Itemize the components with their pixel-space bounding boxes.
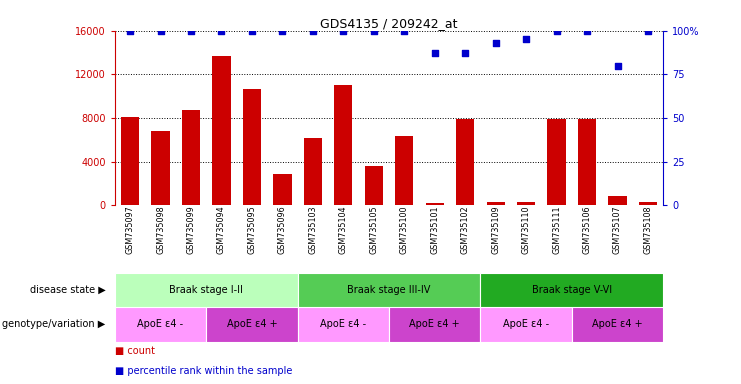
Bar	[151, 131, 170, 205]
Text: GSM735099: GSM735099	[187, 205, 196, 254]
Text: genotype/variation ▶: genotype/variation ▶	[2, 319, 106, 329]
Text: ■ count: ■ count	[115, 346, 155, 356]
Point	[642, 28, 654, 34]
Bar	[572, 307, 663, 342]
Text: GSM735097: GSM735097	[125, 205, 135, 254]
Text: GSM735095: GSM735095	[247, 205, 256, 254]
Text: GSM735106: GSM735106	[582, 205, 591, 254]
Bar	[334, 85, 353, 205]
Text: GSM735100: GSM735100	[399, 205, 409, 254]
Bar	[517, 202, 535, 205]
Point	[276, 28, 288, 34]
Text: Braak stage I-II: Braak stage I-II	[169, 285, 243, 295]
Text: Braak stage V-VI: Braak stage V-VI	[532, 285, 612, 295]
Bar	[487, 202, 505, 205]
Text: GSM735102: GSM735102	[461, 205, 470, 254]
Text: ApoE ε4 +: ApoE ε4 +	[592, 319, 642, 329]
Bar	[182, 111, 200, 205]
Bar	[365, 166, 383, 205]
Point	[124, 28, 136, 34]
Point	[490, 40, 502, 46]
Text: GSM735094: GSM735094	[217, 205, 226, 254]
Bar	[206, 307, 298, 342]
Bar	[243, 89, 261, 205]
Text: ApoE ε4 -: ApoE ε4 -	[320, 319, 366, 329]
Bar	[115, 307, 206, 342]
Bar	[639, 202, 657, 205]
Text: GSM735105: GSM735105	[369, 205, 379, 254]
Text: GSM735107: GSM735107	[613, 205, 622, 254]
Text: ApoE ε4 -: ApoE ε4 -	[138, 319, 184, 329]
Bar	[395, 136, 413, 205]
Point	[337, 28, 349, 34]
Point	[611, 63, 623, 69]
Point	[520, 36, 532, 43]
Bar	[304, 138, 322, 205]
Text: ApoE ε4 +: ApoE ε4 +	[410, 319, 460, 329]
Text: GSM735098: GSM735098	[156, 205, 165, 254]
Bar	[273, 174, 291, 205]
Bar	[298, 307, 389, 342]
Text: GSM735104: GSM735104	[339, 205, 348, 254]
Bar	[456, 119, 474, 205]
Bar	[425, 203, 444, 205]
Bar	[115, 273, 298, 307]
Text: GSM735103: GSM735103	[308, 205, 317, 254]
Text: GSM735109: GSM735109	[491, 205, 500, 254]
Bar	[298, 273, 480, 307]
Bar	[548, 119, 565, 205]
Point	[368, 28, 379, 34]
Point	[581, 28, 593, 34]
Text: disease state ▶: disease state ▶	[30, 285, 106, 295]
Bar	[121, 117, 139, 205]
Text: ■ percentile rank within the sample: ■ percentile rank within the sample	[115, 366, 292, 376]
Title: GDS4135 / 209242_at: GDS4135 / 209242_at	[320, 17, 458, 30]
Text: ApoE ε4 -: ApoE ε4 -	[503, 319, 549, 329]
Bar	[480, 307, 572, 342]
Bar	[480, 273, 663, 307]
Text: GSM735110: GSM735110	[522, 205, 531, 254]
Point	[399, 28, 411, 34]
Point	[551, 28, 562, 34]
Bar	[389, 307, 480, 342]
Point	[459, 50, 471, 56]
Text: GSM735111: GSM735111	[552, 205, 561, 254]
Bar	[578, 119, 597, 205]
Text: GSM735101: GSM735101	[431, 205, 439, 254]
Point	[216, 28, 227, 34]
Bar	[213, 56, 230, 205]
Point	[155, 28, 167, 34]
Point	[429, 50, 441, 56]
Text: ApoE ε4 +: ApoE ε4 +	[227, 319, 277, 329]
Text: Braak stage III-IV: Braak stage III-IV	[348, 285, 431, 295]
Point	[307, 28, 319, 34]
Text: GSM735096: GSM735096	[278, 205, 287, 254]
Bar	[608, 195, 627, 205]
Text: GSM735108: GSM735108	[643, 205, 653, 254]
Point	[185, 28, 197, 34]
Point	[246, 28, 258, 34]
